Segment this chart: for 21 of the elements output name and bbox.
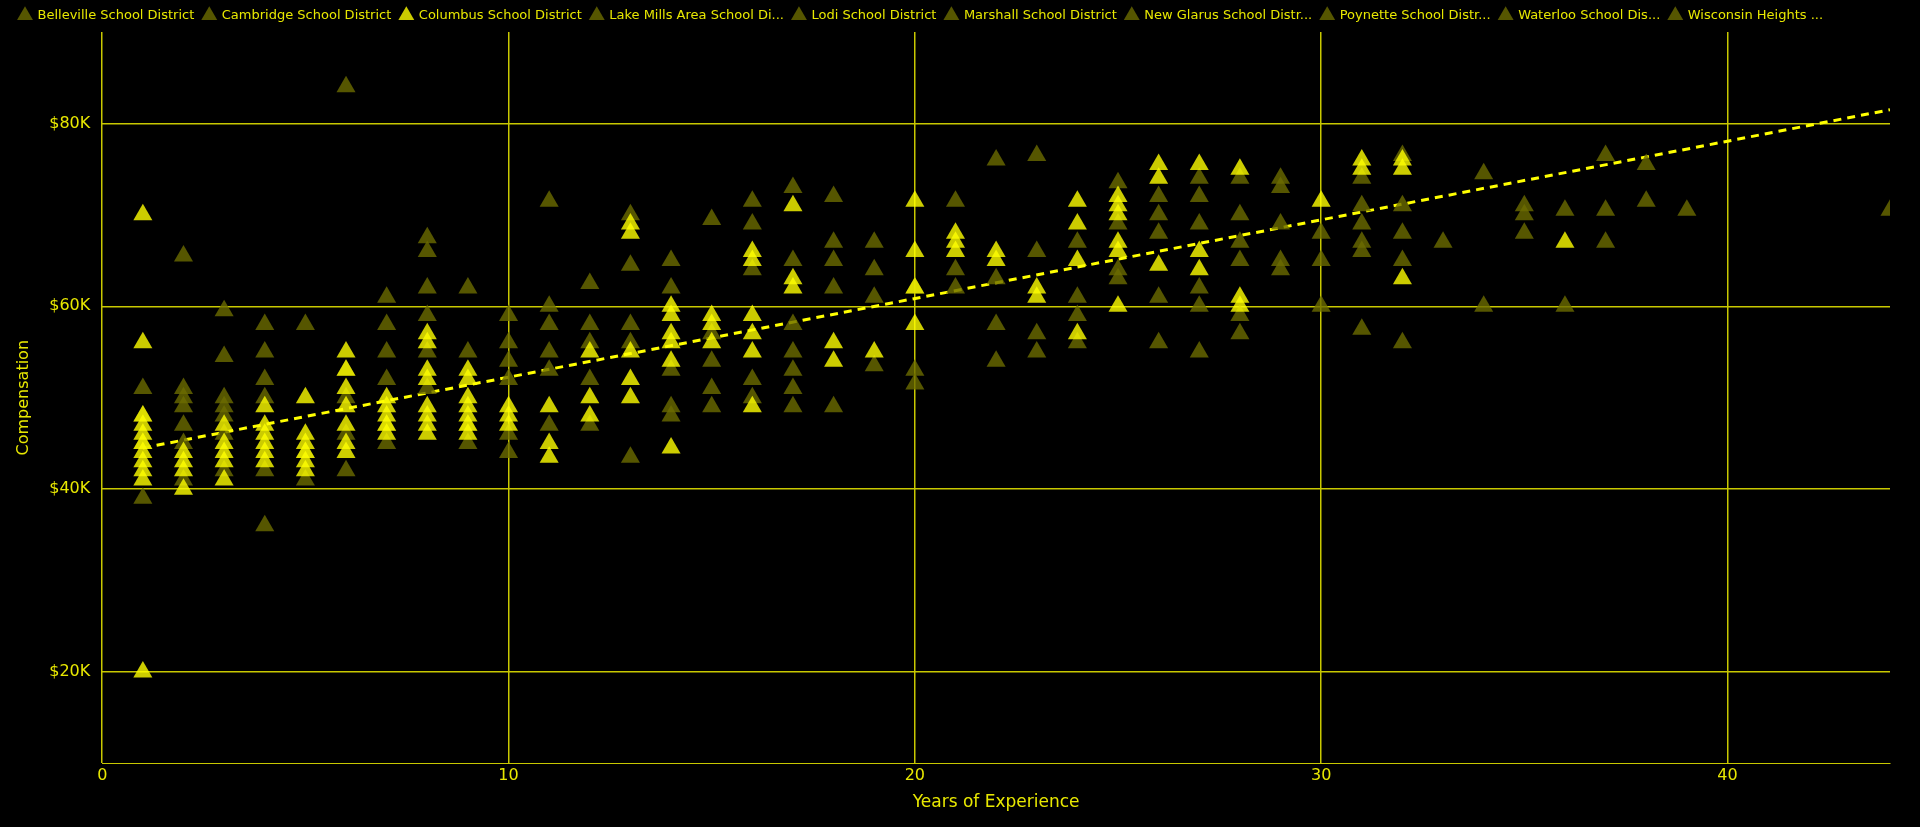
legend-label: New Glarus School Distr... [1144,6,1313,22]
y-tick-label: $20K [49,661,91,681]
legend-label: Belleville School District [37,6,195,22]
x-tick-label: 20 [904,765,926,785]
legend-label: Cambridge School District [221,6,392,22]
y-tick-label: $60K [49,295,91,315]
legend-label: Wisconsin Heights ... [1687,6,1824,22]
legend-label: Poynette School Distr... [1339,6,1491,22]
x-tick-label: 30 [1310,765,1332,785]
legend-label: Lodi School District [811,6,937,22]
legend-label: Marshall School District [963,6,1117,22]
legend-label: Columbus School District [418,6,582,22]
legend-label: Lake Mills Area School Di... [609,6,784,22]
y-tick-label: $80K [49,112,91,132]
y-axis-title: Compensation [12,339,32,456]
x-tick-label: 40 [1717,765,1738,785]
x-axis-title: Years of Experience [911,791,1080,812]
legend-label: Waterloo School Dis... [1518,6,1661,22]
x-tick-label: 0 [97,765,108,785]
y-tick-label: $40K [49,478,91,498]
x-tick-label: 10 [498,765,519,785]
